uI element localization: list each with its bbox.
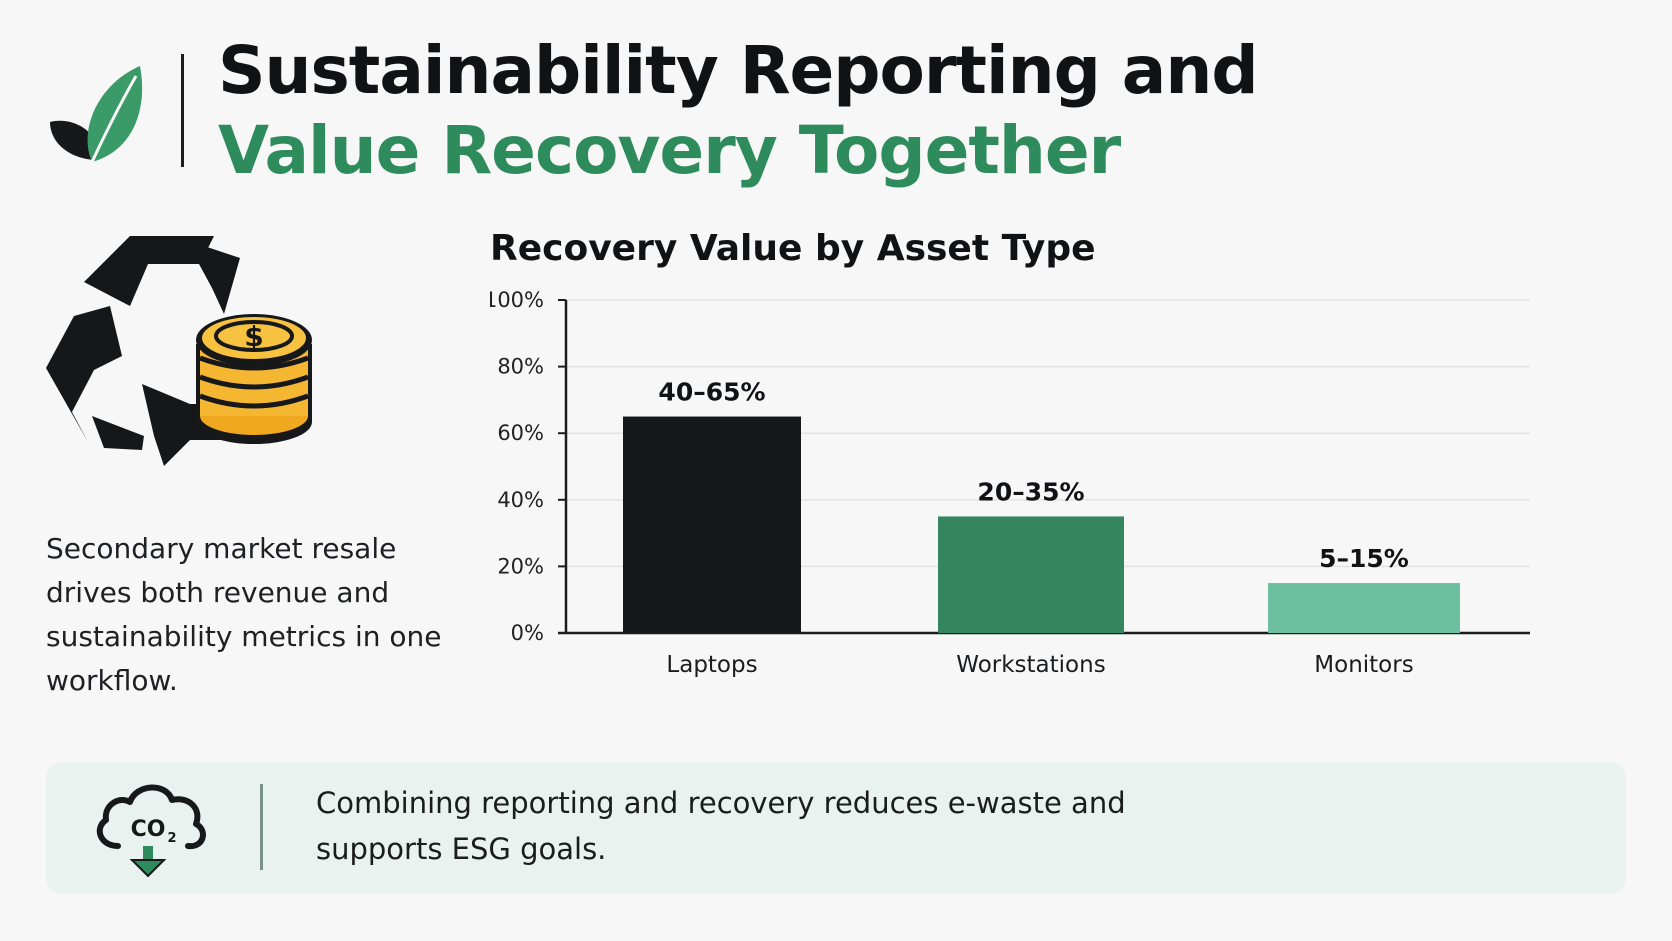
bars [623, 416, 1460, 633]
bar-monitors [1268, 583, 1460, 633]
co2-cloud-down-icon: CO 2 [96, 784, 206, 878]
y-tick-label: 80% [497, 355, 544, 379]
bar-workstations [938, 516, 1124, 633]
y-tick-label: 20% [497, 554, 544, 578]
category-label: Laptops [666, 652, 757, 678]
data-label: 20–35% [977, 477, 1084, 506]
category-label: Workstations [956, 652, 1105, 678]
svg-text:CO: CO [131, 817, 166, 842]
leaf-logo-icon [50, 66, 143, 163]
page-title-line-2: Value Recovery Together [218, 112, 1121, 189]
header-divider [181, 54, 184, 167]
callout-divider [260, 784, 263, 870]
page-title-line-1: Sustainability Reporting and [218, 32, 1259, 109]
category-label: Monitors [1314, 652, 1413, 678]
bar-laptops [623, 416, 801, 633]
coin-stack: $ [196, 314, 312, 444]
y-tick-label: 60% [497, 421, 544, 445]
y-tick-label: 0% [511, 621, 544, 645]
svg-text:$: $ [244, 320, 263, 353]
data-label: 40–65% [658, 378, 765, 407]
header: Sustainability Reporting and Value Recov… [48, 34, 1259, 189]
description-text: Secondary market resale drives both reve… [46, 532, 442, 697]
labels: 0% 20% 40% 60% 80% 100% 40–65% Laptops 20–35% Wor… [490, 288, 1414, 678]
y-tick-label: 100% [490, 288, 544, 312]
y-tick-label: 40% [497, 488, 544, 512]
recycle-coins-icon: $ [46, 236, 312, 466]
chart-title: Recovery Value by Asset Type [490, 230, 1096, 269]
callout-text: Combining reporting and recovery reduces… [316, 786, 1126, 866]
callout-banner: CO 2 Combining reporting and recovery re… [46, 762, 1626, 894]
bar-chart: Recovery Value by Asset Type 0% 20% 40% 60%… [490, 230, 1530, 678]
svg-text:2: 2 [167, 831, 176, 846]
data-label: 5–15% [1319, 544, 1409, 573]
